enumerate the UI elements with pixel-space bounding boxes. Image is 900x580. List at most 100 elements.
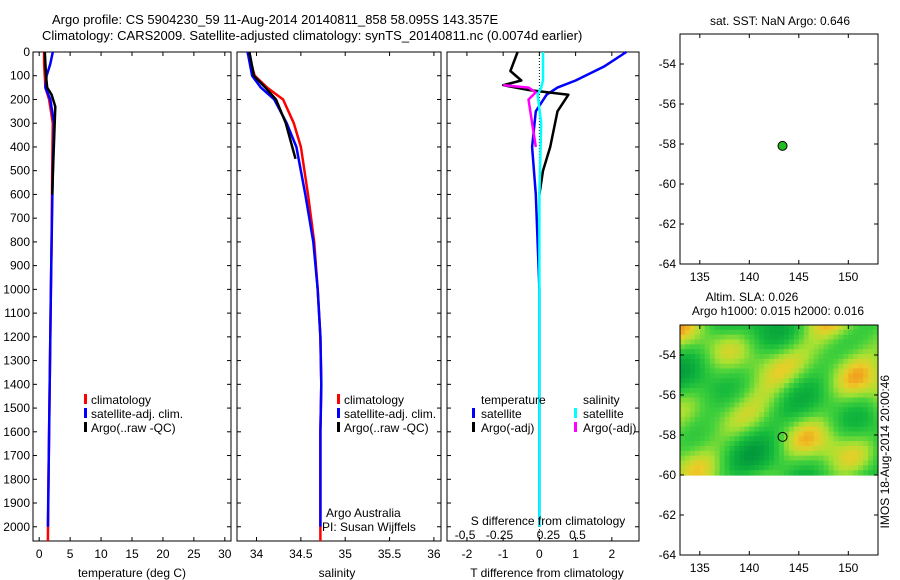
sla-cell: [823, 445, 830, 452]
sla-cell: [833, 387, 839, 394]
longitude-tick-label: 150: [838, 561, 858, 575]
sla-cell: [833, 460, 839, 466]
s-difference-label: S difference from climatology: [471, 514, 626, 528]
sla-cell: [719, 373, 726, 379]
sla-cell: [719, 344, 726, 350]
sla-cell: [808, 407, 815, 413]
sla-cell: [823, 354, 830, 360]
sla-cell: [704, 421, 711, 428]
sla-cell: [808, 436, 815, 442]
latitude-tick-label: -56: [659, 388, 677, 402]
sla-cell: [764, 402, 770, 408]
sla-cell: [680, 334, 686, 341]
sla-cell: [813, 402, 820, 408]
sla-cell: [873, 445, 879, 452]
sla-cell: [833, 436, 839, 442]
sla-cell: [848, 358, 854, 365]
sla-cell: [744, 334, 750, 341]
sla-cell: [729, 416, 736, 423]
sla-cell: [680, 397, 686, 404]
sla-cell: [779, 426, 785, 433]
sla-cell: [764, 397, 770, 404]
salinity-panel: 34 34.5 35 35.5 36 salinity climatology sate…: [236, 51, 442, 580]
sla-cell: [813, 455, 820, 462]
sla-cell: [843, 383, 849, 389]
sla-cell: [744, 412, 750, 418]
sla-cell: [783, 460, 790, 466]
sla-cell: [774, 397, 780, 404]
sla-cell: [813, 373, 820, 379]
sla-cell: [843, 354, 849, 360]
sla-cell: [769, 450, 775, 457]
sla-cell: [813, 450, 820, 457]
sla-cell: [783, 426, 790, 433]
sla-cell: [694, 470, 701, 476]
sla-cell: [853, 354, 859, 360]
sla-cell: [833, 407, 839, 413]
sla-cell: [704, 431, 711, 437]
sla-cell: [704, 373, 711, 379]
sla-cell: [684, 349, 691, 355]
sla-cell: [694, 387, 701, 394]
sla-cell: [749, 363, 755, 370]
sla-cell: [774, 445, 780, 452]
sla-cell: [848, 436, 854, 442]
t-difference-label: T difference from climatology: [470, 566, 624, 580]
sla-cell: [699, 329, 706, 336]
depth-tick-label: 1100: [4, 306, 30, 320]
sla-cell: [863, 450, 869, 457]
sla-cell: [803, 329, 810, 336]
sla-cell: [843, 421, 849, 428]
sla-cell: [873, 416, 879, 423]
sla-cell: [694, 383, 701, 389]
sla-cell: [719, 436, 726, 442]
sla-cell: [838, 344, 844, 350]
sla-cell: [833, 383, 839, 389]
sla-cell: [774, 363, 780, 370]
sla-cell: [853, 334, 859, 341]
sla-cell: [788, 368, 795, 374]
sla-cell: [759, 412, 765, 418]
sla-cell: [689, 402, 696, 408]
sla-cell: [684, 441, 691, 447]
sla-cell: [823, 465, 830, 471]
sla-cell: [828, 392, 835, 399]
sla-cell: [838, 426, 844, 433]
difference-y-ticks: [447, 51, 639, 528]
sla-cell: [808, 354, 815, 360]
sla-cell: [680, 402, 686, 408]
sla-cell: [843, 445, 849, 452]
sla-cell: [724, 354, 731, 360]
sla-cell: [828, 339, 835, 345]
sla-cell: [803, 465, 810, 471]
sla-cell: [694, 329, 701, 336]
sla-cell: [783, 407, 790, 413]
sla-cell: [749, 470, 755, 476]
sla-cell: [863, 349, 869, 355]
sla-cell: [798, 421, 805, 428]
sla-cell: [749, 329, 755, 336]
sla-cell: [774, 392, 780, 399]
sla-cell: [818, 334, 825, 341]
latitude-tick-label: -58: [659, 137, 677, 151]
sla-cell: [798, 460, 805, 466]
sla-cell: [808, 334, 815, 341]
sla-cell: [734, 465, 740, 471]
sla-cell: [788, 334, 795, 341]
legend-title-temperature: temperature: [481, 393, 546, 407]
sla-cell: [818, 441, 825, 447]
sla-cell: [684, 368, 691, 374]
sla-cell: [853, 402, 859, 408]
sla-cell: [769, 358, 775, 365]
sla-cell: [873, 387, 879, 394]
sla-cell: [868, 368, 874, 374]
sla-cell: [734, 397, 740, 404]
sla-cell: [828, 431, 835, 437]
sla-cell: [853, 460, 859, 466]
sla-cell: [793, 455, 800, 462]
sla-cell: [744, 358, 750, 365]
sla-cell: [823, 349, 830, 355]
sla-cell: [808, 441, 815, 447]
sla-cell: [828, 465, 835, 471]
sla-cell: [833, 431, 839, 437]
